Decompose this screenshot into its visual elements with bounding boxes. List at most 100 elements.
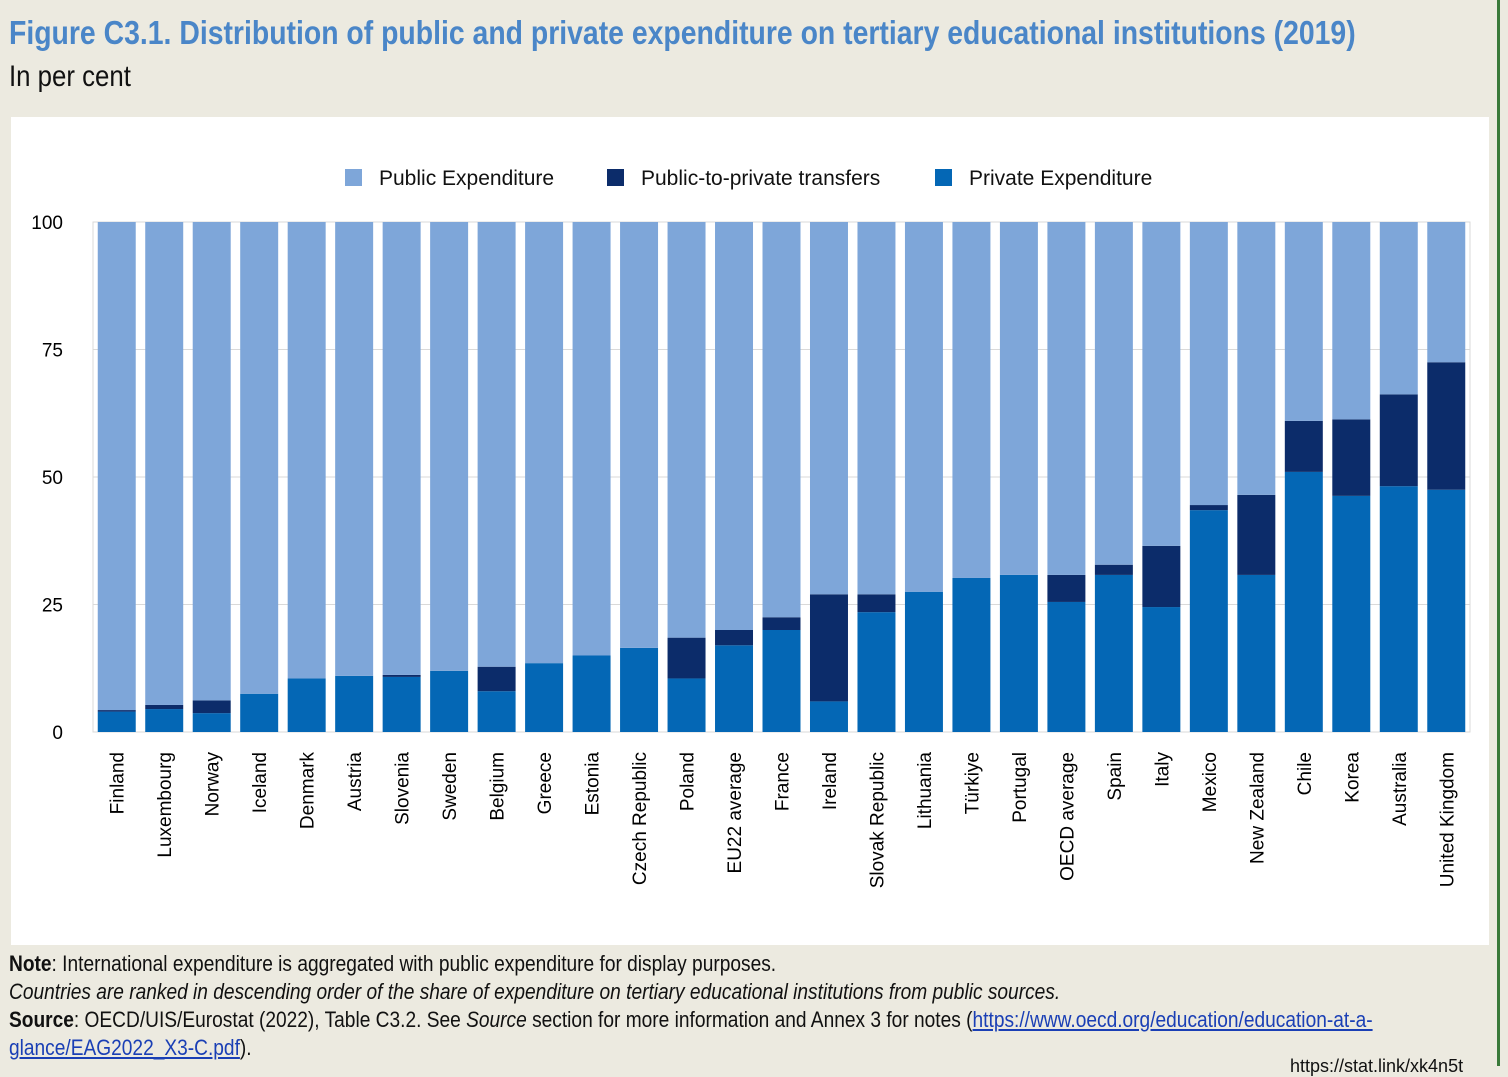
legend-label: Private Expenditure (969, 167, 1152, 190)
bar-segment (192, 713, 231, 732)
bar-segment (999, 574, 1038, 732)
bar-segment (1379, 486, 1418, 732)
bar-segment (525, 222, 564, 664)
bar-segment (477, 666, 516, 692)
bar-segment (430, 222, 469, 671)
x-tick-label: Ireland (820, 752, 841, 810)
bar-segment (952, 577, 991, 732)
legend-label: Public Expenditure (379, 167, 554, 190)
bar-segment (287, 678, 326, 732)
x-tick-label: Belgium (488, 752, 509, 821)
bar-segment (999, 222, 1038, 575)
x-tick-label: Denmark (298, 752, 319, 830)
x-tick-label: Italy (1152, 752, 1173, 787)
bar-segment (1332, 419, 1371, 496)
bar-segment (1189, 510, 1228, 732)
bar-segment (715, 645, 754, 732)
x-tick-label: EU22 average (725, 752, 746, 873)
bar-segment (1332, 222, 1371, 420)
page-title: Figure C3.1. Distribution of public and … (9, 14, 1356, 51)
bar-segment (1427, 489, 1466, 732)
bar-segment (145, 222, 184, 705)
bar-segment (1142, 222, 1181, 546)
x-tick-label: Finland (108, 752, 129, 814)
bar-segment (667, 222, 706, 638)
bar-segment (904, 591, 943, 732)
bar-segment (287, 222, 326, 679)
bar-segment (620, 222, 659, 648)
bar-segment (1379, 394, 1418, 487)
x-tick-label: Chile (1295, 752, 1316, 795)
source-link-part-2[interactable]: glance/EAG2022_X3-C.pdf (9, 1035, 240, 1060)
source-end: ). (239, 1035, 252, 1060)
bar-segment (240, 693, 279, 732)
x-tick-label: Spain (1105, 752, 1126, 801)
bar-segment (762, 617, 801, 630)
x-tick-label: Poland (678, 752, 699, 811)
bar-segment (572, 655, 611, 732)
bar-segment (1284, 420, 1323, 472)
ranking-note: Countries are ranked in descending order… (9, 979, 1061, 1004)
legend-swatch (935, 169, 952, 186)
x-tick-label: United Kingdom (1437, 752, 1458, 887)
bar-segment (715, 222, 754, 630)
bar-segment (857, 222, 896, 595)
bar-segment (1094, 222, 1133, 565)
stacked-bar-chart: 0 25 50 75 100 Finland Luxembourg Norway Iceland… (31, 167, 1471, 888)
bar-segment (1142, 607, 1181, 732)
note-line: Note: International expenditure is aggre… (9, 950, 1305, 978)
bar-segment (192, 222, 231, 701)
chart-panel: 0 25 50 75 100 Finland Luxembourg Norway Iceland… (11, 117, 1489, 945)
x-tick-label: Australia (1390, 752, 1411, 826)
bar-segment (809, 701, 848, 732)
x-tick-label: Austria (345, 752, 366, 812)
bar-segment (1094, 564, 1133, 575)
note-label: Note (9, 951, 52, 976)
x-tick-label: Luxembourg (155, 752, 176, 858)
x-tick-label: Greece (535, 752, 556, 814)
y-tick-label: 0 (52, 723, 63, 744)
chart-notes: Note: International expenditure is aggre… (9, 950, 1499, 1062)
bar-segment (1237, 494, 1276, 575)
bar-segment (952, 222, 991, 578)
bar-segment (667, 637, 706, 679)
x-tick-label: New Zealand (1247, 752, 1268, 864)
legend-label: Public-to-private transfers (641, 167, 880, 190)
bar-segment (97, 710, 136, 712)
page-subtitle: In per cent (9, 60, 131, 93)
bar-segment (335, 675, 374, 732)
source-text-1: : OECD/UIS/Eurostat (2022), Table C3.2. … (73, 1007, 467, 1032)
legend-swatch (345, 169, 362, 186)
x-tick-label: Korea (1342, 752, 1363, 803)
bar-segment (382, 222, 421, 675)
x-tick-label: Portugal (1010, 752, 1031, 823)
bar-segment (430, 670, 469, 732)
legend-swatch (607, 169, 624, 186)
bar-segment (1189, 505, 1228, 511)
bar-segment (477, 691, 516, 732)
source-link-part-1[interactable]: https://www.oecd.org/education/education… (972, 1007, 1373, 1032)
bar-segment (145, 704, 184, 710)
y-tick-label: 50 (42, 468, 63, 489)
bar-segment (1047, 222, 1086, 575)
x-tick-label: Czech Republic (630, 752, 651, 885)
bar-segment (97, 222, 136, 711)
bar-segment (477, 222, 516, 667)
page-border (1497, 0, 1500, 1066)
bar-segment (382, 676, 421, 732)
bar-segment (1237, 222, 1276, 495)
x-tick-label: Sweden (440, 752, 461, 821)
bar-segment (1284, 222, 1323, 421)
bar-segment (809, 222, 848, 595)
bar-segment (1094, 574, 1133, 732)
bar-segment (572, 222, 611, 656)
bar-segment (97, 711, 136, 732)
source-line-2: glance/EAG2022_X3-C.pdf). (9, 1034, 1305, 1062)
statlink-url[interactable]: https://stat.link/xk4n5t (1290, 1056, 1464, 1076)
x-tick-label: Slovak Republic (867, 752, 888, 888)
bar-segment (857, 594, 896, 613)
bar-segment (620, 647, 659, 732)
bar-segment (1284, 471, 1323, 732)
x-tick-label: OECD average (1057, 752, 1078, 881)
bar-segment (192, 700, 231, 714)
